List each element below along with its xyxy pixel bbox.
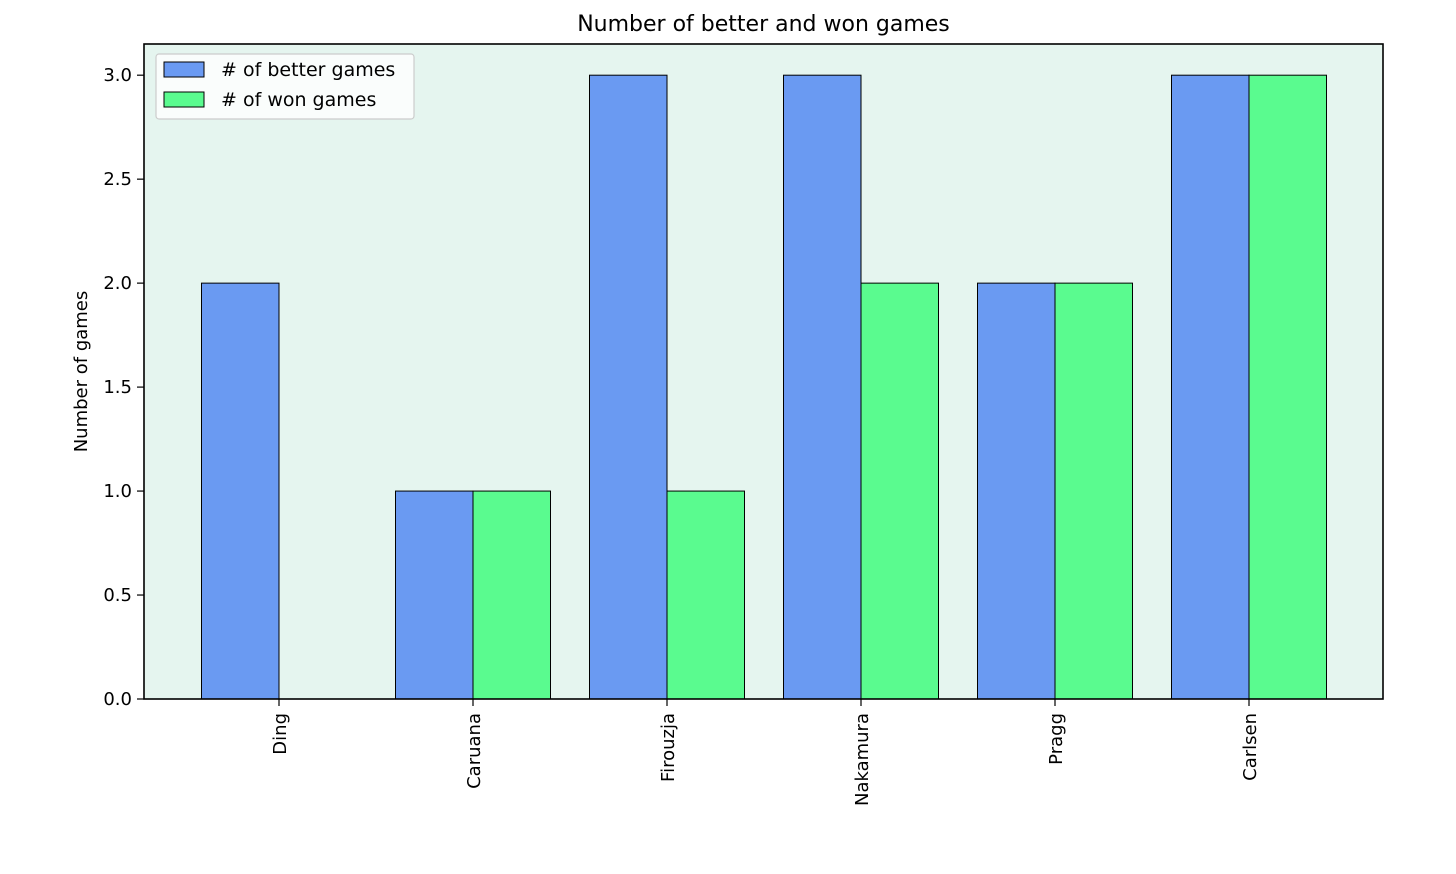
legend-swatch	[163, 91, 205, 108]
bar-better-pragg	[977, 282, 1056, 700]
chart-title: Number of better and won games	[577, 12, 950, 37]
x-tick-label: Firouzja	[658, 713, 679, 782]
legend-box	[155, 53, 415, 120]
bar-better-firouzja	[589, 74, 668, 700]
bar-better-ding	[201, 282, 280, 700]
bar-won-pragg	[1054, 282, 1133, 700]
y-axis: 0.0 0.5 1.0 1.5 2.0 2.5 3.0	[103, 65, 144, 710]
x-tick-label: Caruana	[464, 713, 485, 789]
y-tick-label: 3.0	[103, 65, 132, 86]
bar-won-firouzja	[666, 490, 745, 700]
y-tick-label: 0.5	[103, 585, 132, 606]
bar-better-caruana	[395, 490, 474, 700]
y-tick-label: 1.5	[103, 377, 132, 398]
bar-won-carlsen	[1248, 74, 1327, 700]
bar-better-nakamura	[783, 74, 862, 700]
bars-group	[201, 74, 1327, 700]
y-tick-label: 1.0	[103, 481, 132, 502]
bar-better-carlsen	[1171, 74, 1250, 700]
plot-frame	[143, 43, 1384, 700]
y-tick-label: 2.0	[103, 273, 132, 294]
legend-swatch	[163, 61, 205, 78]
bar-won-caruana	[472, 490, 551, 700]
bar-won-nakamura	[860, 282, 939, 700]
legend: # of better games # of won games	[155, 53, 415, 120]
y-tick-label: 2.5	[103, 169, 132, 190]
x-tick-label: Pragg	[1046, 713, 1067, 765]
x-axis: Ding Caruana Firouzja Nakamura Pragg Carlsen	[270, 699, 1261, 806]
x-tick-label: Nakamura	[852, 713, 873, 806]
legend-label: # of better games	[221, 59, 395, 81]
y-axis-label: Number of games	[71, 291, 92, 453]
x-tick-label: Ding	[270, 713, 291, 755]
legend-label: # of won games	[221, 89, 376, 111]
x-tick-label: Carlsen	[1240, 713, 1261, 781]
y-tick-label: 0.0	[103, 689, 132, 710]
